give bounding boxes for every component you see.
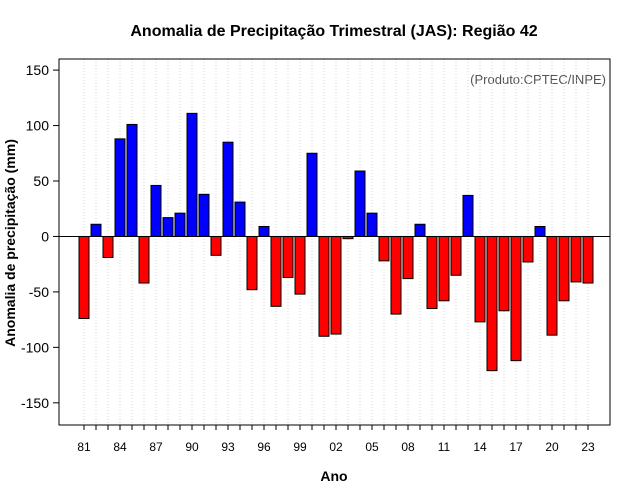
bar-1997 [270,235,282,307]
bar-1984 [114,138,126,237]
bar-2000 [306,152,318,237]
bar-2012 [450,235,462,276]
bar-2023 [582,235,594,284]
bar-2010 [426,235,438,310]
y-tick-label: -150 [21,395,49,411]
x-tick-label: 02 [329,440,343,454]
bar-1995 [246,235,258,291]
bar-1988 [162,217,174,237]
bar-2005 [366,212,378,237]
bar-2016 [498,235,510,312]
bar-2011 [438,235,450,302]
bar-1999 [294,235,306,295]
bar-1989 [174,212,186,237]
x-tick-label: 11 [438,440,451,454]
x-tick-label: 20 [545,440,559,454]
x-tick-label: 81 [77,440,91,454]
bar-2017 [510,235,522,362]
x-tick-label: 05 [365,440,379,454]
bar-2001 [318,235,330,337]
bar-2008 [402,235,414,280]
bar-1992 [210,235,222,256]
y-tick-label: 100 [26,118,50,134]
bar-1994 [234,201,246,237]
bar-2020 [546,235,558,336]
y-tick-label: -50 [29,284,49,300]
bar-2004 [354,170,366,237]
plot-frame [58,58,611,426]
x-tick-label: 14 [473,440,487,454]
bar-2015 [486,235,498,372]
y-tick-label: -100 [21,339,49,355]
bar-1993 [222,141,234,237]
x-tick-label: 23 [581,440,595,454]
x-tick-label: 17 [509,440,523,454]
bar-2013 [462,194,474,237]
x-tick-label: 90 [185,440,199,454]
bar-2022 [570,235,582,283]
bar-2018 [522,235,534,263]
chart-title: Anomalia de Precipitação Trimestral (JAS… [130,23,537,40]
bar-1985 [126,123,138,237]
x-tick-label: 93 [221,440,235,454]
bar-1987 [150,184,162,237]
axes: -150 -100 -50 0 50 100 150 81 84 87 90 93 96 99 02 05 08… [21,58,611,454]
bar-1981 [78,235,90,320]
bar-2021 [558,235,570,302]
y-tick-label: 0 [41,228,49,244]
bar-2007 [390,235,402,315]
bar-1998 [282,235,294,278]
bar-2009 [414,223,426,237]
x-axis-label: Ano [320,468,347,484]
x-tick-label: 96 [257,440,271,454]
x-tick-label: 99 [293,440,307,454]
bar-1991 [198,193,210,237]
y-axis-label: Anomalia de precipitação (mm) [2,139,18,347]
x-tick-label: 87 [149,440,163,454]
bar-1986 [138,235,150,284]
x-tick-label: 84 [113,440,127,454]
bar-2014 [474,235,486,323]
bar-series [78,112,594,372]
bar-1982 [90,223,102,237]
bar-1996 [258,225,270,237]
y-tick-label: 150 [26,62,50,78]
bar-2006 [378,235,390,262]
bar-1983 [102,235,114,259]
bar-2002 [330,235,342,335]
source-annotation: (Produto:CPTEC/INPE) [470,72,606,87]
bar-1990 [186,112,198,237]
bar-2019 [534,225,546,237]
y-tick-label: 50 [33,173,49,189]
x-tick-label: 08 [401,440,415,454]
